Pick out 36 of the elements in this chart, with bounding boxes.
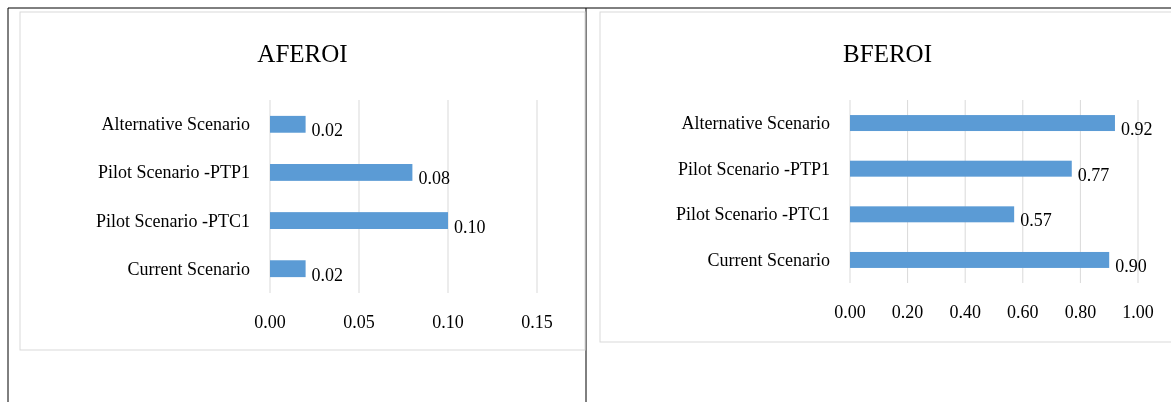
x-tick-label: 0.00 [254, 312, 286, 332]
y-tick-label: Current Scenario [707, 249, 830, 270]
x-tick-label: 0.80 [1064, 302, 1097, 322]
x-tick-label: 0.00 [834, 302, 866, 322]
y-tick-label: Current Scenario [127, 258, 250, 279]
data-label: 0.10 [454, 216, 486, 237]
x-tick-label: 0.20 [891, 302, 924, 322]
y-tick-label: Pilot Scenario -PTC1 [676, 204, 830, 225]
x-tick-label: 0.15 [521, 312, 553, 332]
data-label: 0.92 [1120, 119, 1153, 140]
y-tick-label: Pilot Scenario -PTP1 [678, 158, 830, 179]
x-tick-label: 0.60 [1007, 302, 1039, 322]
bar [850, 251, 1110, 268]
bar [850, 115, 1115, 132]
y-tick-label: Pilot Scenario -PTP1 [98, 162, 250, 183]
bar [270, 260, 306, 278]
x-tick-label: 0.40 [949, 302, 981, 322]
data-label: 0.57 [1020, 210, 1052, 231]
y-tick-label: Alternative Scenario [101, 114, 250, 135]
x-tick-label: 1.00 [1122, 302, 1154, 322]
bar [270, 115, 306, 133]
x-tick-label: 0.10 [432, 312, 464, 332]
bar [270, 164, 413, 181]
data-label: 0.90 [1115, 255, 1147, 276]
data-label: 0.77 [1077, 164, 1110, 185]
bar [270, 212, 448, 229]
data-label: 0.02 [311, 120, 344, 141]
bar [850, 160, 1072, 177]
x-tick-label: 0.05 [343, 312, 375, 332]
data-label: 0.08 [418, 168, 450, 189]
y-tick-label: Pilot Scenario -PTC1 [96, 210, 250, 231]
data-label: 0.02 [311, 264, 344, 285]
y-tick-label: Alternative Scenario [681, 113, 830, 134]
bar [850, 206, 1015, 223]
chart-title: BFEROI [843, 40, 932, 67]
chart-title: AFEROI [257, 40, 348, 67]
